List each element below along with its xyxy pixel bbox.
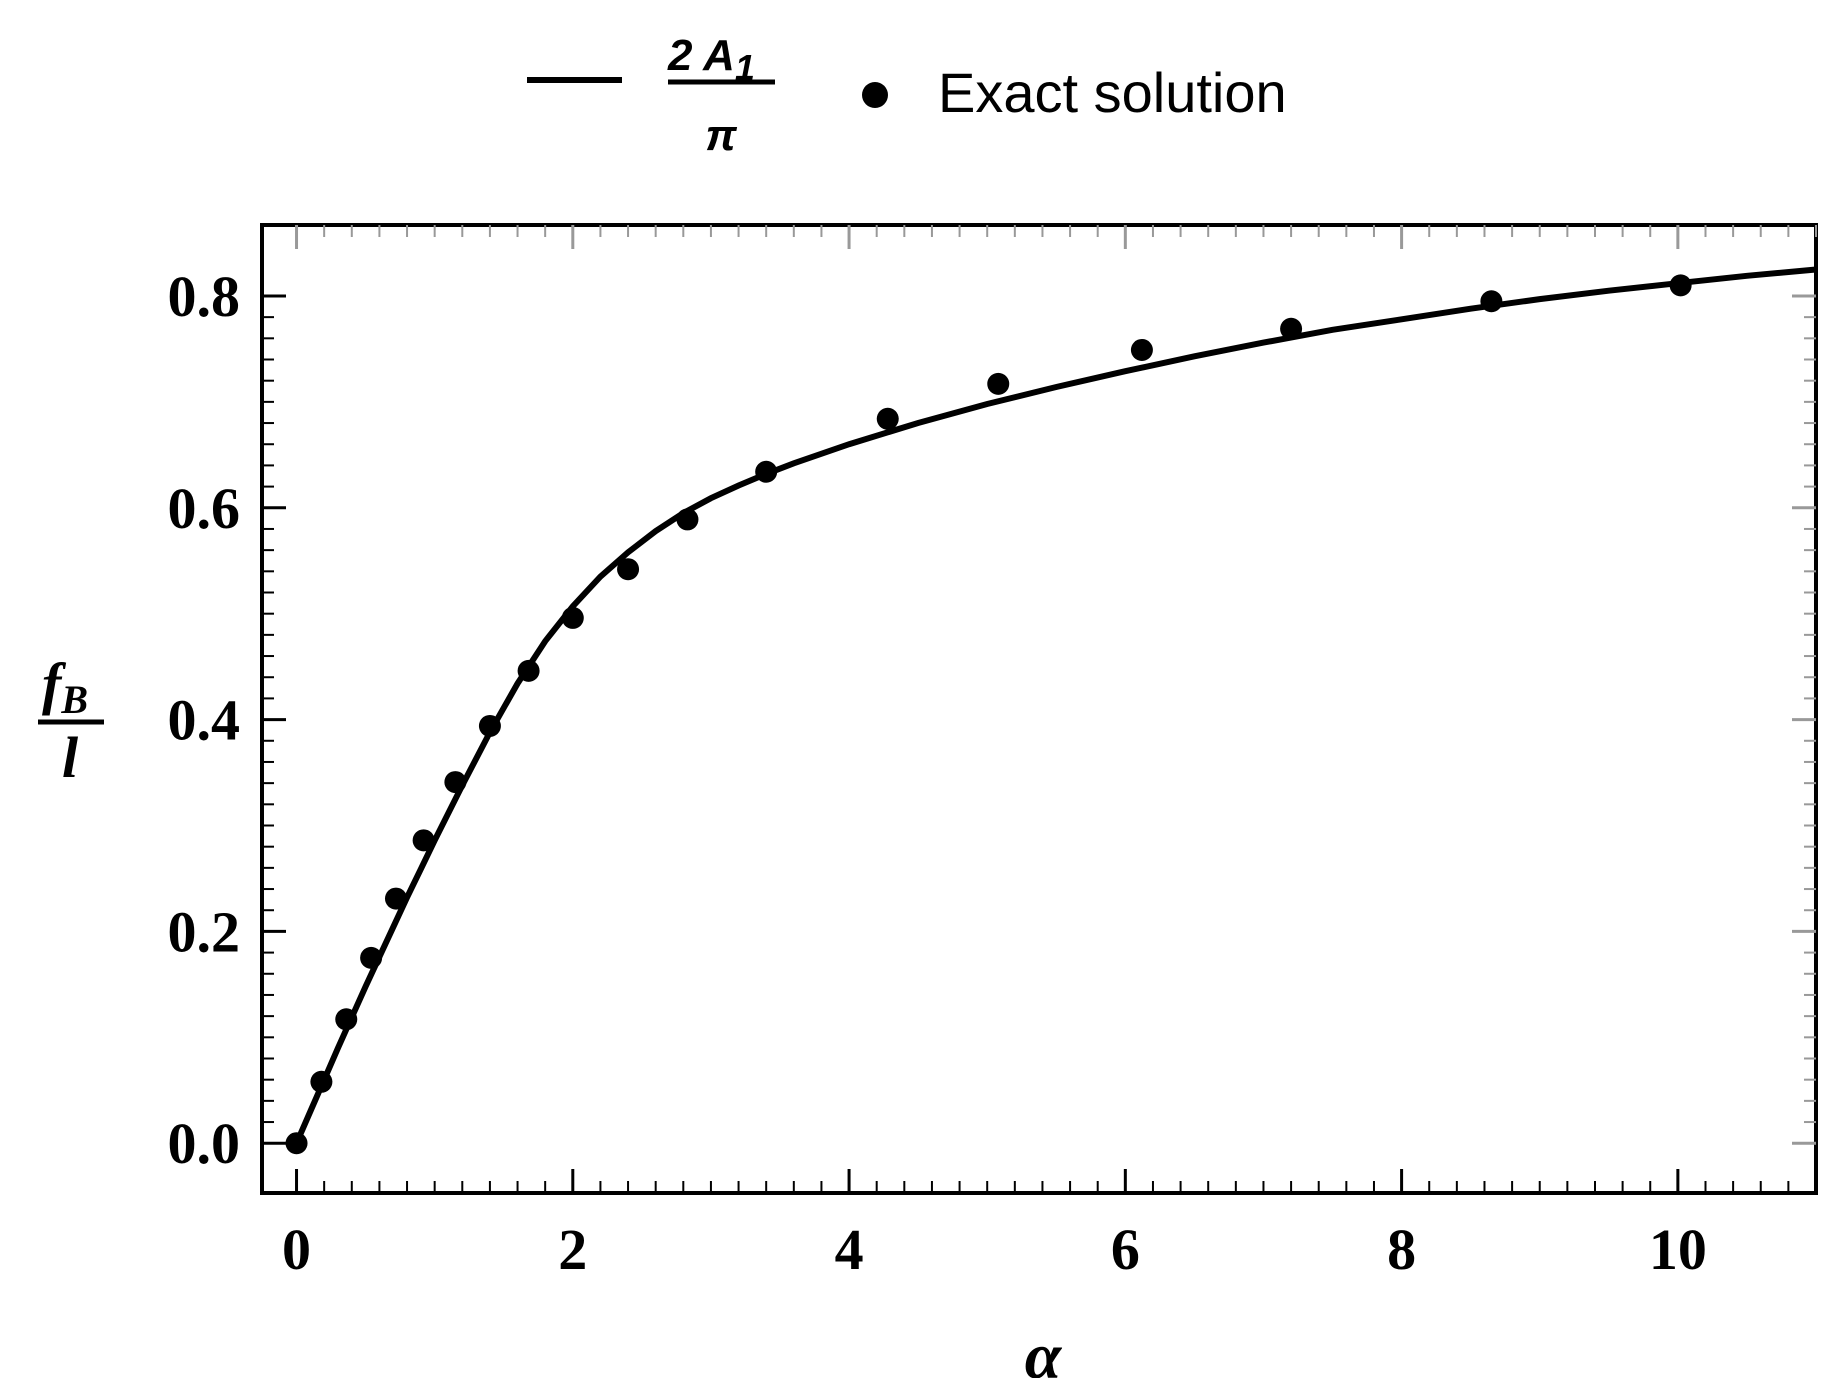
data-point [561, 606, 584, 629]
legend-point-swatch [862, 82, 888, 108]
data-point [1669, 274, 1692, 297]
data-point [755, 460, 778, 483]
data-point [335, 1008, 358, 1031]
data-point [310, 1070, 333, 1093]
y-axis-label: fB l [38, 651, 104, 790]
data-point [412, 829, 435, 852]
data-point [1280, 317, 1303, 340]
data-point [1130, 338, 1153, 361]
y-axis-label-denominator: l [62, 725, 79, 790]
data-point [384, 887, 407, 910]
axis-ticks [262, 225, 1817, 1193]
series-points-exact-solution [285, 274, 1692, 1155]
x-tick-label: 6 [1111, 1217, 1140, 1282]
data-point [478, 714, 501, 737]
x-tick-label: 10 [1649, 1217, 1707, 1282]
y-tick-label: 0.4 [168, 688, 241, 753]
data-point [444, 771, 467, 794]
x-tick-label: 0 [282, 1217, 311, 1282]
data-point [876, 407, 899, 430]
legend-points-label: Exact solution [938, 61, 1287, 124]
data-point [1480, 290, 1503, 313]
legend: 2 A1 π Exact solution [527, 31, 1287, 160]
y-axis-label-subscript: B [60, 677, 88, 722]
x-tick-label: 4 [835, 1217, 864, 1282]
plot-frame [260, 223, 1818, 1195]
data-point [517, 659, 540, 682]
y-tick-label: 0.6 [168, 476, 241, 541]
data-point [676, 508, 699, 531]
data-point [285, 1132, 308, 1155]
data-point [360, 946, 383, 969]
x-tick-label: 8 [1387, 1217, 1416, 1282]
legend-line-subscript: 1 [735, 47, 755, 88]
data-point [987, 372, 1010, 395]
axis-tick-labels: 0 2 4 6 8 10 0.0 0.2 0.4 0.6 0.8 [168, 264, 1707, 1282]
y-tick-label: 0.2 [168, 899, 241, 964]
data-point [617, 558, 640, 581]
legend-line-numerator: 2 A1 [667, 31, 755, 88]
legend-line-denominator: π [705, 111, 737, 160]
x-axis-label: α [1025, 1320, 1063, 1378]
y-tick-label: 0.8 [168, 264, 241, 329]
x-tick-label: 2 [558, 1217, 587, 1282]
y-tick-label: 0.0 [168, 1111, 241, 1176]
series-line-2a1-over-pi [293, 266, 1817, 1145]
y-axis-label-numerator: fB [42, 651, 88, 722]
